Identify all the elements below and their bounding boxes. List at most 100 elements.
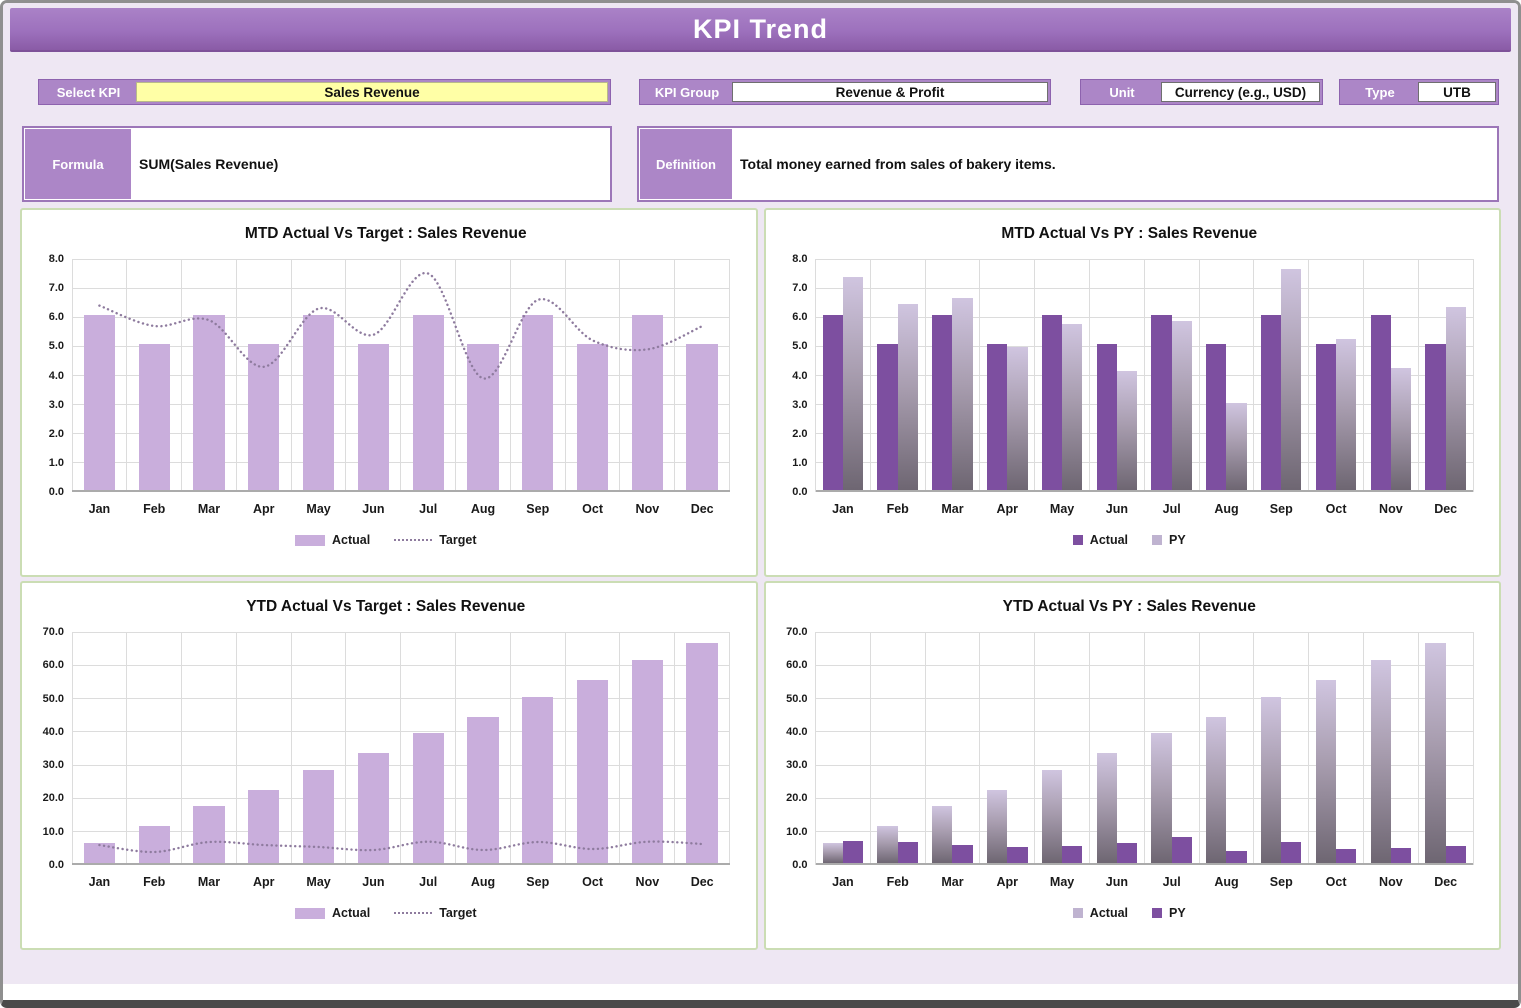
bar-actual-apr	[986, 344, 1008, 490]
type-control: Type UTB	[1339, 79, 1499, 105]
gridline	[1417, 632, 1419, 865]
kpi-group-value: Revenue & Profit	[732, 82, 1048, 102]
gridline	[345, 259, 347, 492]
bar-actual-nov	[1370, 315, 1391, 490]
bar-actual-mar	[193, 806, 225, 863]
x-tick-label: Jul	[419, 502, 438, 516]
type-label: Type	[1365, 84, 1395, 100]
bar-actual-jan	[822, 315, 843, 490]
y-tick-label: 60.0	[42, 659, 64, 672]
kpi-group-label: KPI Group	[654, 84, 720, 100]
x-tick-label: Feb	[886, 875, 909, 889]
x-tick-label: Aug	[470, 875, 496, 889]
gridline	[869, 632, 871, 865]
y-tick-label: 7.0	[48, 282, 64, 295]
bar-py-jun	[1116, 370, 1138, 490]
gridline	[1034, 259, 1036, 492]
y-axis: 0.0 10.0 20.0 30.0 40.0 50.0 60.0 70.0	[28, 626, 72, 871]
bar-actual-sep	[522, 315, 554, 490]
x-tick-label: Oct	[1325, 875, 1347, 889]
x-tick-label: Jun	[362, 502, 385, 516]
x-tick-label: Mar	[197, 875, 221, 889]
bar-actual-jul	[1151, 733, 1172, 863]
y-tick-label: 0.0	[792, 859, 808, 871]
y-axis: 0.0 1.0 2.0 3.0 4.0 5.0 6.0 7.0 8.0	[28, 253, 72, 498]
x-tick-label: May	[1049, 502, 1075, 516]
legend-label: Actual	[332, 533, 371, 547]
definition-value: Total money earned from sales of bakery …	[740, 156, 1056, 172]
legend-item-target: Target	[394, 533, 476, 547]
bar-actual-sep	[1260, 696, 1282, 863]
y-tick-label: 70.0	[42, 626, 64, 638]
x-axis-line	[815, 863, 1473, 865]
gridline	[1308, 259, 1310, 492]
y-tick-label: 4.0	[48, 369, 64, 382]
legend-label: PY	[1169, 906, 1186, 920]
chart-body: 0.0 10.0 20.0 30.0 40.0 50.0 60.0 70.0	[28, 626, 744, 871]
bar-py-nov	[1390, 848, 1412, 863]
gridline	[979, 632, 981, 865]
bar-actual-aug	[467, 716, 499, 863]
bar-actual-dec	[1425, 344, 1446, 490]
bar-actual-dec	[686, 643, 718, 863]
x-tick-label: Nov	[635, 502, 660, 516]
x-tick-label: Jul	[1162, 502, 1181, 516]
legend-label: Target	[439, 906, 477, 920]
gridline	[815, 632, 816, 865]
x-tick-label: Mar	[941, 502, 964, 516]
bar-py-jan	[842, 841, 864, 863]
x-tick-label: May	[1049, 875, 1075, 889]
chart-body: 0.0 1.0 2.0 3.0 4.0 5.0 6.0 7.0 8.0	[28, 253, 744, 498]
y-tick-label: 10.0	[42, 825, 64, 838]
x-tick-label: Dec	[690, 502, 714, 516]
select-kpi-label: Select KPI	[56, 84, 121, 100]
legend-swatch-icon	[295, 907, 325, 919]
y-tick-label: 1.0	[792, 456, 808, 469]
gridline	[1143, 259, 1145, 492]
bar-actual-may	[1041, 769, 1063, 863]
y-tick-label: 7.0	[792, 282, 808, 295]
x-tick-label: Mar	[197, 502, 221, 516]
gridline	[455, 632, 457, 865]
y-tick-label: 70.0	[786, 626, 808, 638]
bar-actual-apr	[248, 344, 280, 490]
bar-py-jul	[1171, 321, 1192, 490]
legend-item-target: Target	[394, 906, 476, 920]
bar-py-sep	[1281, 268, 1302, 490]
gridline	[619, 259, 621, 492]
y-tick-label: 1.0	[48, 456, 64, 469]
chart-body: 0.0 10.0 20.0 30.0 40.0 50.0 60.0 70.0	[772, 626, 1488, 871]
x-axis: Jan Feb Mar Apr May Jun Jul Aug Sep Oct Nov Dec	[72, 865, 730, 889]
legend-item-actual: Actual	[1072, 906, 1128, 920]
bar-actual-mar	[932, 315, 953, 490]
legend-swatch-icon	[1072, 908, 1083, 918]
x-axis: Jan Feb Mar Apr May Jun Jul Aug Sep Oct Nov Dec	[816, 492, 1474, 516]
chart-ytd-actual-vs-target: YTD Actual Vs Target : Sales Revenue 0.0…	[20, 581, 758, 950]
bar-py-dec	[1445, 846, 1466, 863]
legend-label: Actual	[1089, 533, 1128, 547]
select-kpi-value[interactable]: Sales Revenue	[136, 82, 608, 102]
info-row: Formula SUM(Sales Revenue) Definition To…	[22, 126, 1499, 202]
y-axis: 0.0 1.0 2.0 3.0 4.0 5.0 6.0 7.0 8.0	[772, 253, 816, 498]
x-tick-label: Oct	[582, 502, 603, 516]
bar-actual-jul	[412, 315, 444, 490]
bar-actual-oct	[576, 679, 609, 863]
formula-value: SUM(Sales Revenue)	[139, 156, 279, 172]
gridline	[1088, 259, 1090, 492]
bar-py-feb	[897, 842, 918, 863]
x-tick-label: Feb	[143, 502, 166, 516]
gridline	[509, 259, 511, 492]
plot-area	[815, 631, 1474, 865]
bar-actual-jan	[83, 843, 115, 863]
chart-legend: Actual PY	[772, 906, 1488, 920]
bar-actual-apr	[248, 789, 280, 863]
y-tick-label: 3.0	[48, 398, 64, 411]
gridline	[979, 259, 981, 492]
legend-item-actual: Actual	[1072, 533, 1128, 547]
gridline	[1417, 259, 1419, 492]
chart-legend: Actual PY	[772, 533, 1488, 547]
gridline	[290, 632, 292, 865]
x-tick-label: Jan	[832, 502, 854, 516]
legend-label: Target	[439, 533, 477, 547]
bar-py-may	[1062, 846, 1083, 863]
